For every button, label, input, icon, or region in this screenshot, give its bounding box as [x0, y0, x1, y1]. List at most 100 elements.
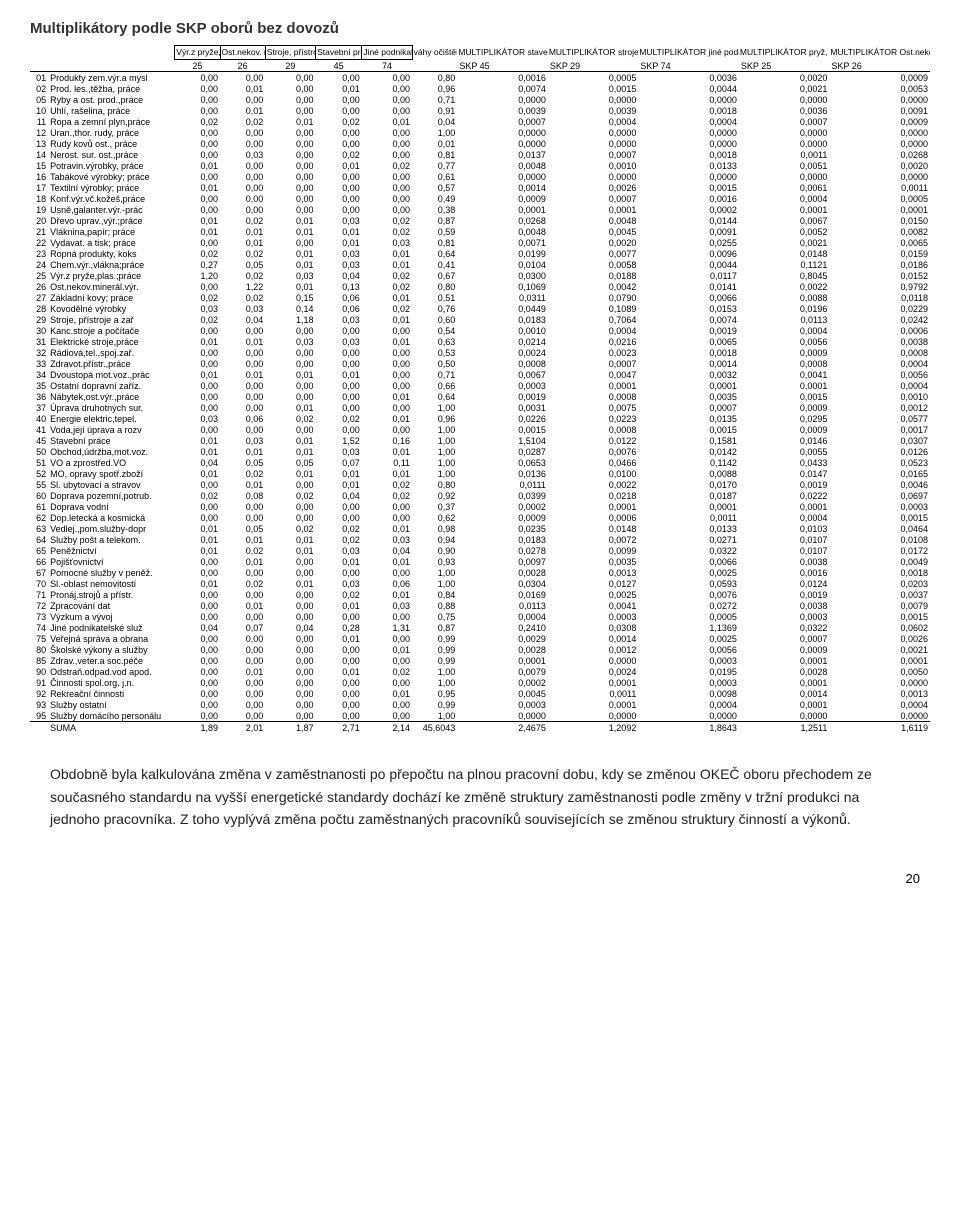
row-name: Jiné podnikatelské služ: [48, 622, 175, 633]
row-value: 0,01: [175, 369, 220, 380]
row-value: 0,01: [265, 545, 315, 556]
row-name: Sl.-oblast nemovitostí: [48, 578, 175, 589]
row-value: 0,0036: [638, 72, 739, 84]
row-value: 0,02: [316, 413, 362, 424]
row-value: 0,80: [412, 72, 457, 84]
row-value: 0,01: [362, 314, 412, 325]
row-value: 0,0039: [548, 105, 639, 116]
row-value: 0,0433: [739, 457, 830, 468]
row-value: 0,00: [175, 556, 220, 567]
row-value: 0,00: [316, 677, 362, 688]
table-row: 29Stroje, přístroje a zař0,020,041,180,0…: [30, 314, 930, 325]
row-value: 0,03: [175, 303, 220, 314]
row-name: Potravin.výrobky, práce: [48, 160, 175, 171]
row-value: 0,0004: [739, 512, 830, 523]
row-value: 0,00: [220, 138, 265, 149]
row-value: 0,01: [265, 468, 315, 479]
table-row: 30Kanc.stroje a počítače0,000,000,000,00…: [30, 325, 930, 336]
row-value: 0,49: [412, 193, 457, 204]
row-value: 0,0082: [829, 226, 930, 237]
row-name: Služby domácího personálu: [48, 710, 175, 722]
row-name: Textilní výrobky; práce: [48, 182, 175, 193]
skp-1: 26: [220, 60, 265, 72]
row-value: 0,0003: [548, 611, 639, 622]
row-value: 0,00: [175, 666, 220, 677]
row-value: 0,0003: [829, 501, 930, 512]
row-name: Školské výkony a služby: [48, 644, 175, 655]
row-value: 0,01: [265, 369, 315, 380]
row-value: 0,0044: [638, 259, 739, 270]
row-value: 0,0311: [457, 292, 548, 303]
row-value: 0,01: [220, 237, 265, 248]
row-value: 0,0195: [638, 666, 739, 677]
row-value: 0,0199: [457, 248, 548, 259]
row-value: 0,0048: [548, 215, 639, 226]
table-row: 22Vydavat. a tisk; práce0,000,010,000,01…: [30, 237, 930, 248]
row-value: 0,02: [220, 270, 265, 281]
row-value: 0,1142: [638, 457, 739, 468]
row-value: 0,0001: [829, 204, 930, 215]
row-value: 0,13: [316, 281, 362, 292]
row-value: 0,01: [316, 83, 362, 94]
row-value: 0,0137: [457, 149, 548, 160]
row-value: 0,0008: [548, 391, 639, 402]
row-value: 0,0021: [829, 644, 930, 655]
row-value: 0,0014: [638, 358, 739, 369]
row-value: 0,00: [265, 182, 315, 193]
table-row: 66Pojišťovnictví0,000,010,000,010,010,93…: [30, 556, 930, 567]
row-name: Zdravot.přístr.,práce: [48, 358, 175, 369]
row-value: 0,01: [265, 226, 315, 237]
row-value: 0,0000: [739, 171, 830, 182]
row-value: 0,03: [316, 545, 362, 556]
row-value: 0,03: [316, 446, 362, 457]
table-row: 13Rudy kovů ost., práce0,000,000,000,000…: [30, 138, 930, 149]
row-value: 0,0577: [829, 413, 930, 424]
row-value: 0,0038: [739, 600, 830, 611]
row-value: 0,00: [316, 138, 362, 149]
row-value: 0,0107: [739, 545, 830, 556]
table-row: 75Veřejná správa a obrana0,000,000,000,0…: [30, 633, 930, 644]
row-code: 45: [30, 435, 48, 446]
row-value: 0,0046: [829, 479, 930, 490]
row-value: 0,0002: [457, 677, 548, 688]
row-name: Zdrav.,veter.a soc.péče: [48, 655, 175, 666]
row-value: 0,0015: [457, 424, 548, 435]
row-value: 0,0020: [548, 237, 639, 248]
row-value: 0,0169: [457, 589, 548, 600]
row-value: 0,02: [316, 116, 362, 127]
row-value: 0,02: [362, 281, 412, 292]
row-value: 0,0018: [638, 149, 739, 160]
row-value: 0,05: [220, 457, 265, 468]
row-value: 0,0147: [739, 468, 830, 479]
skp-2: 29: [265, 60, 315, 72]
row-value: 0,01: [362, 248, 412, 259]
row-value: 0,00: [265, 644, 315, 655]
row-name: Rudy kovů ost., práce: [48, 138, 175, 149]
row-value: 0,0014: [457, 182, 548, 193]
row-value: 0,02: [220, 292, 265, 303]
row-value: 0,0000: [739, 94, 830, 105]
row-value: 0,00: [220, 633, 265, 644]
row-code: 02: [30, 83, 48, 94]
row-value: 0,0007: [548, 149, 639, 160]
row-code: 25: [30, 270, 48, 281]
row-value: 0,00: [175, 512, 220, 523]
row-value: 0,0036: [739, 105, 830, 116]
row-value: 0,01: [316, 479, 362, 490]
row-code: 50: [30, 446, 48, 457]
row-value: 0,9792: [829, 281, 930, 292]
row-value: 0,02: [175, 248, 220, 259]
row-code: 65: [30, 545, 48, 556]
row-name: Odstraň.odpad.vod apod.: [48, 666, 175, 677]
row-value: 0,00: [362, 127, 412, 138]
row-value: 1,00: [412, 677, 457, 688]
row-value: 1,00: [412, 127, 457, 138]
row-value: 0,00: [265, 83, 315, 94]
row-value: 1,00: [412, 710, 457, 722]
row-value: 0,0066: [638, 556, 739, 567]
row-value: 0,00: [316, 644, 362, 655]
row-value: 1,00: [412, 666, 457, 677]
row-name: Uran.,thor. rudy, práce: [48, 127, 175, 138]
row-value: 0,00: [175, 688, 220, 699]
row-name: Ostatní dopravní zaříz.: [48, 380, 175, 391]
